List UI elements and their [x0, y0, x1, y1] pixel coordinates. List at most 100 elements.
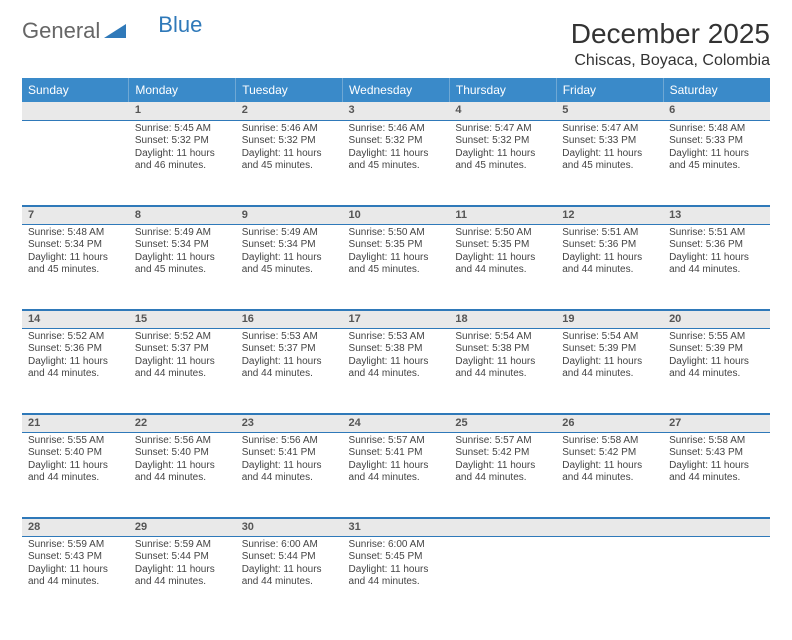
day-body-cell [449, 536, 556, 622]
sunrise-text: Sunrise: 5:56 AM [135, 435, 230, 448]
sunrise-text: Sunrise: 5:58 AM [669, 435, 764, 448]
day-number-cell: 19 [556, 310, 663, 328]
day-number-cell: 16 [236, 310, 343, 328]
day-number-cell: 8 [129, 206, 236, 224]
day-number-cell: 14 [22, 310, 129, 328]
day-body-cell: Sunrise: 5:51 AMSunset: 5:36 PMDaylight:… [663, 224, 770, 310]
sunrise-text: Sunrise: 5:59 AM [28, 539, 123, 552]
calendar-page: General Blue December 2025 Chiscas, Boya… [0, 0, 792, 640]
daylight-text: Daylight: 11 hours [455, 356, 550, 369]
day-body-row: Sunrise: 5:55 AMSunset: 5:40 PMDaylight:… [22, 432, 770, 518]
day-body-row: Sunrise: 5:48 AMSunset: 5:34 PM Daylight:… [22, 224, 770, 310]
sunrise-text: Sunrise: 5:52 AM [28, 331, 123, 344]
brand-part1: General [22, 18, 100, 44]
sunset-text: Sunset: 5:38 PM [455, 343, 550, 356]
day-number-cell [556, 518, 663, 536]
sunrise-text: Sunrise: 5:51 AM [562, 227, 657, 240]
daylight-text: and 45 minutes. [669, 160, 764, 173]
sunrise-text: Sunrise: 5:48 AM [669, 123, 764, 136]
sunset-text: Sunset: 5:40 PM [135, 447, 230, 460]
day-body-cell: Sunrise: 5:49 AMSunset: 5:34 PMDaylight:… [129, 224, 236, 310]
day-number-cell: 1 [129, 102, 236, 120]
sunset-text: Sunset: 5:36 PM [562, 239, 657, 252]
daylight-text: Daylight: 11 hours [242, 252, 337, 265]
daylight-text: and 45 minutes. [28, 264, 123, 277]
daylight-text: and 44 minutes. [669, 264, 764, 277]
day-body-cell: Sunrise: 5:58 AMSunset: 5:43 PMDaylight:… [663, 432, 770, 518]
daylight-text: Daylight: 11 hours [28, 356, 123, 369]
day-body-cell: Sunrise: 5:46 AMSunset: 5:32 PMDaylight:… [236, 120, 343, 206]
day-body-cell: Sunrise: 5:52 AMSunset: 5:36 PMDaylight:… [22, 328, 129, 414]
sunset-text: Sunset: 5:36 PM [28, 343, 123, 356]
day-body-cell: Sunrise: 5:59 AMSunset: 5:44 PMDaylight:… [129, 536, 236, 622]
weekday-header: Sunday [22, 78, 129, 102]
daylight-text: Daylight: 11 hours [349, 460, 444, 473]
daylight-text: and 46 minutes. [135, 160, 230, 173]
weekday-header: Monday [129, 78, 236, 102]
day-body-cell: Sunrise: 6:00 AMSunset: 5:44 PMDaylight:… [236, 536, 343, 622]
day-body-cell: Sunrise: 5:51 AMSunset: 5:36 PMDaylight:… [556, 224, 663, 310]
daynum-row: 14151617181920 [22, 310, 770, 328]
sunset-text: Sunset: 5:41 PM [242, 447, 337, 460]
sunset-text: Sunset: 5:32 PM [455, 135, 550, 148]
day-body-cell: Sunrise: 5:47 AMSunset: 5:33 PMDaylight:… [556, 120, 663, 206]
day-number-cell: 31 [343, 518, 450, 536]
daylight-text: Daylight: 11 hours [455, 460, 550, 473]
sunset-text: Sunset: 5:44 PM [135, 551, 230, 564]
brand-logo: General Blue [22, 18, 202, 44]
daylight-text: Daylight: 11 hours [669, 252, 764, 265]
sunrise-text: Sunrise: 5:48 AM [28, 227, 123, 240]
daynum-row: 28293031 [22, 518, 770, 536]
day-number-cell: 29 [129, 518, 236, 536]
day-body-cell: Sunrise: 5:54 AMSunset: 5:39 PMDaylight:… [556, 328, 663, 414]
day-body-cell: Sunrise: 6:00 AMSunset: 5:45 PMDaylight:… [343, 536, 450, 622]
sunrise-text: Sunrise: 5:47 AM [455, 123, 550, 136]
daylight-text: Daylight: 11 hours [135, 564, 230, 577]
day-number-cell: 20 [663, 310, 770, 328]
sunset-text: Sunset: 5:37 PM [135, 343, 230, 356]
daylight-text: and 44 minutes. [562, 472, 657, 485]
day-number-cell [663, 518, 770, 536]
sunset-text: Sunset: 5:44 PM [242, 551, 337, 564]
sunset-text: Sunset: 5:33 PM [669, 135, 764, 148]
day-body-cell [22, 120, 129, 206]
day-body-cell: Sunrise: 5:53 AMSunset: 5:37 PMDaylight:… [236, 328, 343, 414]
daylight-text: Daylight: 11 hours [349, 252, 444, 265]
day-body-cell: Sunrise: 5:50 AMSunset: 5:35 PMDaylight:… [343, 224, 450, 310]
daylight-text: Daylight: 11 hours [349, 564, 444, 577]
daylight-text: and 45 minutes. [242, 264, 337, 277]
sunrise-text: Sunrise: 6:00 AM [242, 539, 337, 552]
sunrise-text: Sunrise: 5:55 AM [669, 331, 764, 344]
sunset-text: Sunset: 5:37 PM [242, 343, 337, 356]
day-body-cell: Sunrise: 5:58 AMSunset: 5:42 PMDaylight:… [556, 432, 663, 518]
daylight-text: and 45 minutes. [135, 264, 230, 277]
daylight-text: Daylight: 11 hours [242, 356, 337, 369]
sunset-text: Sunset: 5:42 PM [562, 447, 657, 460]
daylight-text: and 45 minutes. [562, 160, 657, 173]
daylight-text: Daylight: 11 hours [455, 252, 550, 265]
day-body-row: Sunrise: 5:52 AMSunset: 5:36 PMDaylight:… [22, 328, 770, 414]
daylight-text: and 45 minutes. [242, 160, 337, 173]
day-number-cell: 10 [343, 206, 450, 224]
day-body-cell [663, 536, 770, 622]
daylight-text: and 44 minutes. [669, 368, 764, 381]
daylight-text: Daylight: 11 hours [242, 564, 337, 577]
sunset-text: Sunset: 5:36 PM [669, 239, 764, 252]
daylight-text: and 44 minutes. [349, 472, 444, 485]
sunset-text: Sunset: 5:43 PM [669, 447, 764, 460]
day-body-cell: Sunrise: 5:45 AMSunset: 5:32 PMDaylight:… [129, 120, 236, 206]
daylight-text: and 44 minutes. [455, 264, 550, 277]
sunset-text: Sunset: 5:35 PM [349, 239, 444, 252]
weekday-header: Saturday [663, 78, 770, 102]
sunrise-text: Sunrise: 5:59 AM [135, 539, 230, 552]
sunset-text: Sunset: 5:34 PM [28, 239, 123, 252]
daylight-text: and 45 minutes. [349, 264, 444, 277]
day-body-cell: Sunrise: 5:55 AMSunset: 5:39 PMDaylight:… [663, 328, 770, 414]
day-body-cell [556, 536, 663, 622]
sunset-text: Sunset: 5:40 PM [28, 447, 123, 460]
daylight-text: and 44 minutes. [28, 472, 123, 485]
daylight-text: Daylight: 11 hours [349, 148, 444, 161]
sunrise-text: Sunrise: 5:51 AM [669, 227, 764, 240]
day-number-cell: 24 [343, 414, 450, 432]
day-body-row: Sunrise: 5:45 AMSunset: 5:32 PMDaylight:… [22, 120, 770, 206]
